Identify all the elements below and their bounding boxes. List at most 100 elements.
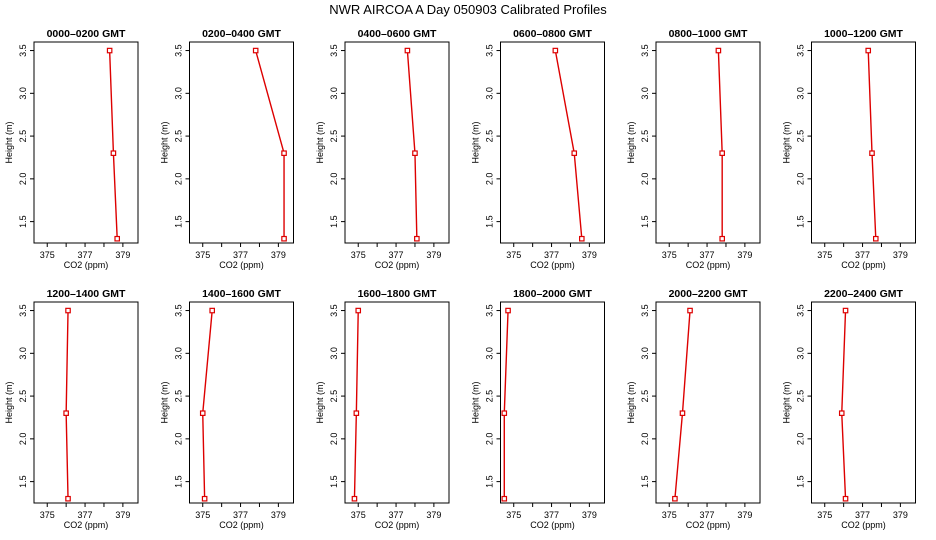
profile-line (841, 310, 847, 499)
y-tick-label: 2.5 (174, 390, 184, 403)
x-tick-label: 375 (195, 510, 210, 520)
panel-title: 0600–0800 GMT (513, 28, 592, 40)
x-axis-label: CO2 (ppm) (64, 520, 109, 530)
axis-frame (344, 41, 450, 244)
data-point (351, 495, 358, 502)
y-axis-label: Height (m) (782, 381, 792, 423)
data-point (679, 410, 686, 416)
x-axis-label: CO2 (ppm) (64, 260, 109, 270)
y-axis-label: Height (m) (160, 121, 170, 163)
y-tick-label: 3.0 (329, 87, 339, 100)
axis-frame (500, 301, 605, 504)
panel-title: 1600–1800 GMT (358, 288, 437, 300)
y-axis-label: Height (m) (4, 121, 14, 163)
data-point (552, 47, 559, 54)
axis-frame (189, 301, 294, 504)
y-tick-label: 3.5 (640, 304, 650, 317)
profile-line (65, 310, 69, 499)
y-axis-label: Height (m) (315, 121, 325, 163)
data-point (65, 495, 71, 502)
x-tick-label: 379 (271, 510, 286, 520)
y-tick-label: 2.0 (329, 173, 339, 186)
profile-line (554, 50, 583, 239)
data-point (715, 47, 722, 54)
y-tick-label: 2.0 (640, 433, 650, 446)
y-tick-label: 1.5 (640, 215, 650, 228)
y-axis-label: Height (m) (160, 381, 170, 423)
x-tick-label: 377 (855, 510, 870, 520)
x-tick-label: 377 (544, 510, 559, 520)
y-tick-label: 1.5 (174, 475, 184, 488)
x-axis-label: CO2 (ppm) (530, 260, 575, 270)
y-tick-label: 2.0 (485, 173, 495, 186)
x-tick-label: 379 (271, 250, 286, 260)
data-point (281, 150, 287, 156)
panel-title: 0200–0400 GMT (202, 28, 281, 40)
y-tick-label: 2.0 (174, 173, 184, 186)
profile-panel-2: 0200–0400 GMT 375 377 379 CO2 (ppm) 1.5 2.0 2.5… (160, 28, 294, 270)
x-tick-label: 375 (662, 510, 677, 520)
y-tick-label: 3.5 (329, 304, 339, 317)
x-tick-label: 375 (506, 250, 521, 260)
y-tick-label: 2.5 (18, 130, 28, 143)
y-tick-label: 1.5 (796, 215, 806, 228)
axis-frame (655, 301, 761, 504)
y-tick-label: 2.5 (329, 130, 339, 143)
x-tick-label: 377 (233, 250, 248, 260)
y-tick-label: 3.5 (329, 44, 339, 57)
x-tick-label: 379 (426, 250, 441, 260)
x-axis-label: CO2 (ppm) (530, 520, 575, 530)
y-tick-label: 1.5 (18, 215, 28, 228)
y-axis-label: Height (m) (626, 381, 636, 423)
y-tick-label: 3.0 (640, 347, 650, 360)
y-tick-label: 3.0 (18, 347, 28, 360)
data-point (281, 235, 287, 242)
x-axis-label: CO2 (ppm) (219, 520, 264, 530)
x-tick-label: 375 (506, 510, 521, 520)
profile-line (674, 310, 691, 499)
y-tick-label: 2.5 (640, 130, 650, 143)
profile-panel-10: 1800–2000 GMT 375 377 379 CO2 (ppm) 1.5 2.0 2.5… (471, 288, 605, 530)
panel-title: 1200–1400 GMT (47, 288, 126, 300)
x-tick-label: 379 (115, 250, 130, 260)
x-tick-label: 379 (893, 250, 908, 260)
x-tick-label: 377 (389, 250, 404, 260)
x-tick-label: 377 (700, 510, 715, 520)
y-tick-label: 2.0 (640, 173, 650, 186)
x-tick-label: 375 (817, 510, 832, 520)
y-tick-label: 3.0 (796, 87, 806, 100)
axis-frame (33, 41, 139, 244)
x-tick-label: 375 (40, 250, 55, 260)
profile-line (717, 50, 723, 239)
x-axis-label: CO2 (ppm) (841, 260, 886, 270)
x-tick-label: 379 (426, 510, 441, 520)
y-tick-label: 3.0 (174, 87, 184, 100)
data-point (201, 495, 208, 502)
x-tick-label: 375 (351, 510, 366, 520)
x-tick-label: 375 (662, 250, 677, 260)
y-axis-label: Height (m) (782, 121, 792, 163)
axis-frame (655, 41, 761, 244)
profile-panel-4: 0600–0800 GMT 375 377 379 CO2 (ppm) 1.5 2.0 2.5… (471, 28, 605, 270)
y-tick-label: 2.0 (174, 433, 184, 446)
profile-panel-8: 1400–1600 GMT 375 377 379 CO2 (ppm) 1.5 2.0 2.5… (160, 288, 294, 530)
profile-panel-9: 1600–1800 GMT 375 377 379 CO2 (ppm) 1.5 2.0 2.5… (315, 288, 450, 530)
data-point (579, 235, 585, 242)
x-tick-label: 375 (351, 250, 366, 260)
y-tick-label: 1.5 (329, 475, 339, 488)
y-tick-label: 2.0 (485, 433, 495, 446)
x-tick-label: 377 (78, 510, 93, 520)
y-axis-label: Height (m) (471, 121, 481, 163)
y-tick-label: 3.5 (485, 304, 495, 317)
profile-panel-1: 0000–0200 GMT 375 377 379 CO2 (ppm) 1.5 2.0 2.5… (4, 28, 139, 270)
profile-line (108, 50, 118, 239)
data-point (842, 307, 849, 314)
panel-title: 1800–2000 GMT (513, 288, 592, 300)
y-tick-label: 1.5 (485, 215, 495, 228)
x-tick-label: 379 (737, 510, 752, 520)
axis-frame (811, 301, 916, 504)
profile-panel-11: 2000–2200 GMT 375 377 379 CO2 (ppm) 1.5 2.0 2.5… (626, 288, 761, 530)
axis-frame (344, 301, 450, 504)
profile-line (406, 50, 418, 239)
y-tick-label: 1.5 (796, 475, 806, 488)
